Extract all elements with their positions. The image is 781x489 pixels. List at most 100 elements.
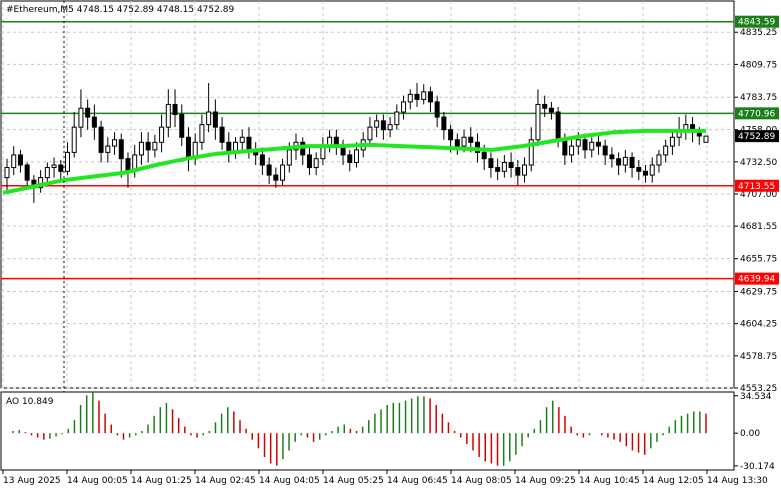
candle-body: [669, 136, 675, 147]
main-grid: [1, 1, 734, 389]
candle-body: [387, 124, 393, 131]
candle-body: [589, 141, 595, 151]
price-tick-label: 4707.00: [740, 190, 777, 200]
candle-body: [663, 145, 669, 156]
price-tick-label: 4655.75: [740, 255, 777, 265]
chart-title: #Ethereum,M5 4748.15 4752.89 4748.15 475…: [6, 5, 234, 15]
candle-body: [461, 136, 467, 147]
oscillator-axis: 34.534 0.00 -30.174: [734, 392, 775, 472]
price-tick-label: 4681.55: [740, 222, 777, 232]
candle-body: [313, 158, 319, 169]
price-levels: [1, 20, 734, 280]
candle-body: [354, 149, 359, 163]
candle-body: [51, 164, 57, 169]
level-tag-label: 4843.59: [738, 18, 775, 28]
candle-body: [125, 158, 131, 172]
time-tick-label: 13 Aug 2025: [3, 476, 61, 486]
candle-body: [609, 154, 615, 160]
candle-body: [246, 136, 252, 151]
oscillator-tick-label: -30.174: [740, 462, 775, 472]
price-tick-label: 4578.75: [740, 352, 777, 362]
price-tick-label: 4732.50: [740, 158, 777, 168]
candle-body: [394, 111, 400, 126]
candle-body: [562, 139, 568, 156]
candle-body: [152, 141, 158, 151]
candle-body: [441, 116, 447, 131]
candle-body: [522, 164, 528, 176]
candle-body: [555, 111, 561, 141]
candle-body: [656, 154, 662, 166]
candle-body: [185, 136, 191, 160]
oscillator-tick-label: 34.534: [740, 392, 772, 402]
candle-body: [622, 156, 628, 166]
candles: [4, 83, 709, 203]
candle-body: [212, 111, 218, 128]
price-tick-label: 4629.75: [740, 287, 777, 297]
oscillator-bars: [12, 392, 707, 466]
time-tick-label: 14 Aug 06:45: [387, 476, 448, 486]
level-tag-label: 4639.94: [738, 275, 775, 285]
time-tick-label: 14 Aug 02:45: [195, 476, 256, 486]
candle-body: [481, 151, 487, 160]
candle-body: [495, 167, 501, 172]
candle-body: [306, 154, 312, 169]
candle-body: [542, 103, 548, 109]
candle-body: [548, 107, 554, 113]
level-tag-label: 4752.89: [738, 132, 775, 142]
candle-body: [105, 145, 111, 153]
candle-body: [145, 141, 151, 151]
candle-body: [380, 120, 386, 131]
candle-body: [85, 107, 91, 118]
candle-body: [172, 103, 178, 116]
time-tick-label: 14 Aug 09:25: [515, 476, 576, 486]
candle-body: [636, 167, 642, 172]
level-tag: [735, 179, 779, 192]
candle-body: [58, 164, 64, 172]
time-tick-label: 14 Aug 13:30: [707, 476, 768, 486]
candle-body: [4, 167, 10, 179]
time-tick-label: 14 Aug 01:25: [131, 476, 192, 486]
level-tag-label: 4770.96: [738, 109, 775, 119]
candle-body: [528, 139, 534, 166]
candle-body: [649, 164, 655, 176]
candle-body: [595, 141, 601, 147]
candle-body: [333, 136, 339, 146]
oscillator-frame: [0, 391, 735, 471]
candle-body: [165, 103, 171, 128]
candle-body: [98, 126, 104, 153]
candle-body: [64, 151, 70, 172]
candle-body: [515, 167, 521, 176]
candle-body: [206, 111, 212, 126]
candle-body: [71, 126, 77, 153]
price-tick-label: 4835.25: [740, 28, 777, 38]
candle-body: [199, 124, 205, 143]
candle-body: [11, 154, 17, 169]
candle-body: [414, 93, 420, 100]
price-tick-label: 4553.25: [740, 384, 777, 394]
time-tick-label: 14 Aug 04:05: [259, 476, 320, 486]
time-tick-label: 14 Aug 00:05: [67, 476, 128, 486]
price-tick-label: 4809.75: [740, 60, 777, 70]
candle-body: [508, 161, 514, 169]
level-tag: [735, 15, 779, 28]
candle-body: [112, 139, 118, 147]
candle-body: [434, 101, 440, 118]
candle-body: [582, 139, 588, 151]
candle-body: [454, 139, 460, 147]
candle-body: [118, 139, 124, 160]
candle-body: [24, 164, 30, 181]
candle-body: [273, 174, 279, 181]
time-tick-label: 14 Aug 10:45: [579, 476, 640, 486]
candle-body: [159, 126, 165, 143]
level-tag: [735, 130, 779, 143]
candle-body: [488, 158, 494, 169]
candle-body: [280, 164, 286, 181]
time-tick-label: 14 Aug 08:05: [451, 476, 512, 486]
candle-body: [501, 161, 507, 172]
candle-body: [259, 154, 265, 166]
candle-body: [44, 167, 50, 179]
candle-body: [643, 170, 649, 176]
oscillator-label: AO 10.849: [6, 397, 54, 407]
oscillator-tick-label: 0.00: [740, 429, 760, 439]
candle-body: [448, 129, 454, 141]
